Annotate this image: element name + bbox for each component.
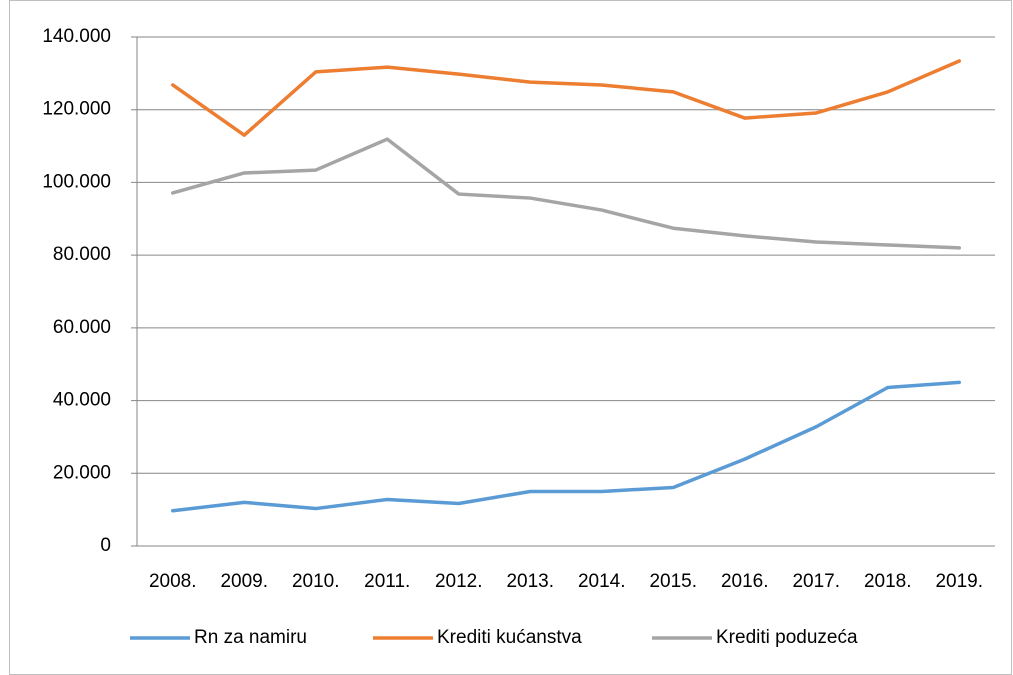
x-tick-label: 2009. [220, 571, 268, 592]
x-tick-label: 2012. [435, 571, 483, 592]
x-tick-label: 2016. [721, 571, 769, 592]
y-tick-label: 100.000 [42, 171, 111, 192]
x-tick-label: 2015. [649, 571, 697, 592]
series-line [171, 380, 961, 513]
y-tick-label: 0 [100, 535, 111, 556]
legend-label: Rn za namiru [194, 627, 307, 648]
y-tick-label: 80.000 [53, 244, 111, 265]
legend-label: Krediti kućanstva [437, 627, 582, 648]
y-tick-label: 40.000 [53, 390, 111, 411]
series-line [171, 137, 961, 250]
x-tick-label: 2014. [578, 571, 626, 592]
x-tick-label: 2010. [292, 571, 340, 592]
x-tick-label: 2017. [792, 571, 840, 592]
y-tick-label: 20.000 [53, 462, 111, 483]
x-tick-label: 2011. [364, 571, 410, 592]
x-tick-label: 2013. [506, 571, 554, 592]
x-tick-label: 2019. [935, 571, 983, 592]
y-tick-label: 60.000 [53, 317, 111, 338]
y-tick-label: 140.000 [42, 26, 111, 47]
x-tick-label: 2018. [864, 571, 912, 592]
legend-label: Krediti poduzeća [716, 627, 858, 648]
series-line [171, 59, 961, 137]
y-tick-label: 120.000 [42, 99, 111, 120]
x-tick-label: 2008. [149, 571, 197, 592]
